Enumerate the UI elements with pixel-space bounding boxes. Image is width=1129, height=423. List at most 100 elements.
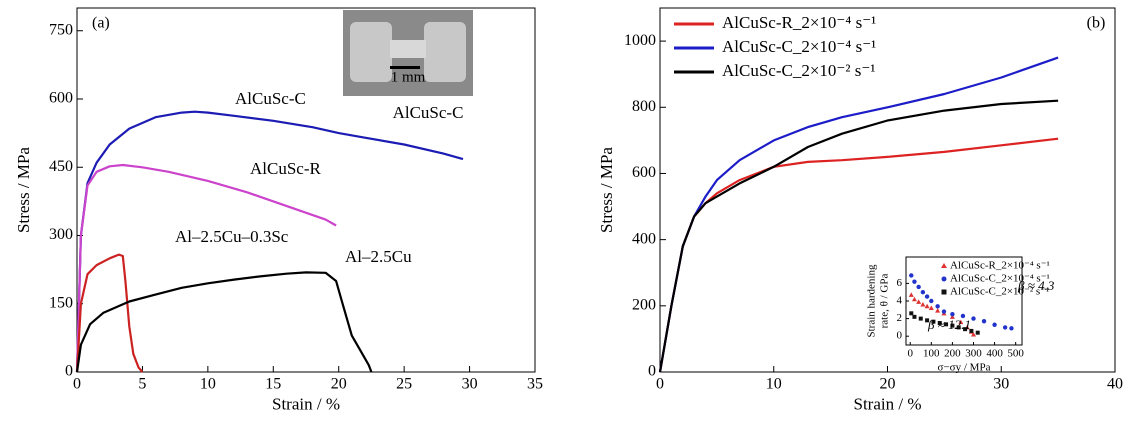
y-tick-label: 200 <box>632 296 656 313</box>
legend-swatch <box>941 276 947 282</box>
x-tick-label: 400 <box>986 347 1003 359</box>
y-tick-label: 2 <box>897 312 903 324</box>
annotation: AlCuSc-C <box>393 103 464 122</box>
x-tick-label: 25 <box>396 375 412 392</box>
specimen-photo <box>343 10 473 96</box>
x-tick-label: 35 <box>527 375 543 392</box>
grip <box>424 22 466 82</box>
x-tick-label: 40 <box>1107 375 1123 392</box>
legend-label: AlCuSc-R_2×10⁻⁴ s⁻¹ <box>950 260 1050 272</box>
point <box>935 308 941 313</box>
legend-label: AlCuSc-R_2×10⁻⁴ s⁻¹ <box>722 13 876 32</box>
point <box>1009 326 1014 331</box>
annotation: β ≈ 4.3 <box>1017 278 1055 293</box>
point <box>975 330 980 335</box>
point <box>963 327 968 332</box>
point <box>992 322 997 327</box>
annotation: (a) <box>92 15 110 32</box>
y-tick-label: 0 <box>65 363 73 380</box>
point <box>920 290 926 295</box>
y-tick-label: 0 <box>648 363 656 380</box>
y-axis-label: Strain hardening <box>866 264 878 338</box>
y-tick-label: 450 <box>49 158 73 175</box>
legend-swatch <box>941 289 947 295</box>
point <box>937 321 942 325</box>
point <box>924 303 930 309</box>
point <box>924 294 930 299</box>
series-line <box>75 271 373 373</box>
x-tick-label: 0 <box>73 375 81 392</box>
point <box>971 316 976 321</box>
annotation: 1 mm <box>391 69 426 85</box>
point <box>950 312 955 317</box>
point <box>909 311 914 316</box>
point <box>929 298 934 304</box>
legend-label: AlCuSc-C_2×10⁻² s⁻¹ <box>722 61 875 80</box>
point <box>920 302 926 307</box>
x-tick-label: 300 <box>965 347 982 359</box>
point <box>950 323 955 328</box>
x-tick-label: 30 <box>993 375 1009 392</box>
x-tick-label: 10 <box>766 375 782 392</box>
point <box>925 318 930 323</box>
y-axis-label: rate, θ / GPa <box>879 274 891 329</box>
point <box>935 304 940 309</box>
y-axis-label: Stress / MPa <box>14 147 33 233</box>
point <box>909 273 914 278</box>
gauge <box>390 40 426 58</box>
series-label: AlCuSc-R <box>250 159 322 178</box>
series-line <box>75 163 337 373</box>
point <box>916 284 921 290</box>
series-label: AlCuSc-C <box>235 89 306 108</box>
point <box>912 314 917 319</box>
x-tick-label: 10 <box>200 375 216 392</box>
x-tick-label: 0 <box>656 375 664 392</box>
y-tick-label: 150 <box>49 294 73 311</box>
x-tick-label: 200 <box>944 347 961 359</box>
point <box>908 292 914 297</box>
y-axis-label: Stress / MPa <box>597 147 616 233</box>
point <box>956 325 961 330</box>
x-axis-label: Strain / % <box>854 395 922 414</box>
point <box>960 313 966 319</box>
annotation: (b) <box>1087 15 1106 32</box>
x-axis-label: Strain / % <box>272 395 340 414</box>
series-line <box>658 99 1059 373</box>
series-line <box>75 253 144 373</box>
scale-bar <box>390 66 420 69</box>
y-tick-label: 6 <box>897 277 903 289</box>
y-tick-label: 4 <box>897 295 903 307</box>
y-tick-label: 300 <box>49 226 73 243</box>
grip <box>350 22 392 82</box>
y-tick-label: 400 <box>632 230 656 247</box>
y-tick-label: 750 <box>49 21 73 38</box>
point <box>1002 325 1008 330</box>
legend-label: AlCuSc-C_2×10⁻⁴ s⁻¹ <box>722 37 876 56</box>
y-tick-label: 0 <box>897 330 903 342</box>
point <box>981 319 987 324</box>
y-tick-label: 1000 <box>624 32 656 49</box>
point <box>911 296 917 302</box>
point <box>949 314 955 319</box>
x-tick-label: 500 <box>1007 347 1024 359</box>
chart: 0 100 200 300 400 500 0 2 4 6 σ−σy / MPa Strain har… <box>866 256 1055 374</box>
chart: 0 5 10 15 20 25 30 35 0 150 300 450 600 750 Strain / %… <box>14 7 543 414</box>
x-tick-label: 100 <box>923 347 940 359</box>
legend-label: AlCuSc-C_2×10⁻² s⁻¹ <box>950 286 1049 298</box>
point <box>916 299 922 304</box>
point <box>928 305 934 311</box>
x-tick-label: 0 <box>907 347 913 359</box>
y-tick-label: 800 <box>632 98 656 115</box>
x-tick-label: 20 <box>880 375 896 392</box>
y-tick-label: 600 <box>632 164 656 181</box>
point <box>970 331 976 337</box>
point <box>918 316 923 321</box>
series-line <box>75 110 464 373</box>
point <box>958 319 964 325</box>
x-tick-label: 15 <box>265 375 281 392</box>
series-label: Al–2.5Cu <box>345 247 412 266</box>
legend-label: AlCuSc-C_2×10⁻⁴ s⁻¹ <box>950 273 1050 285</box>
annotation: β ≈ 12.1 <box>927 317 971 332</box>
point <box>944 322 949 327</box>
point <box>941 309 947 314</box>
